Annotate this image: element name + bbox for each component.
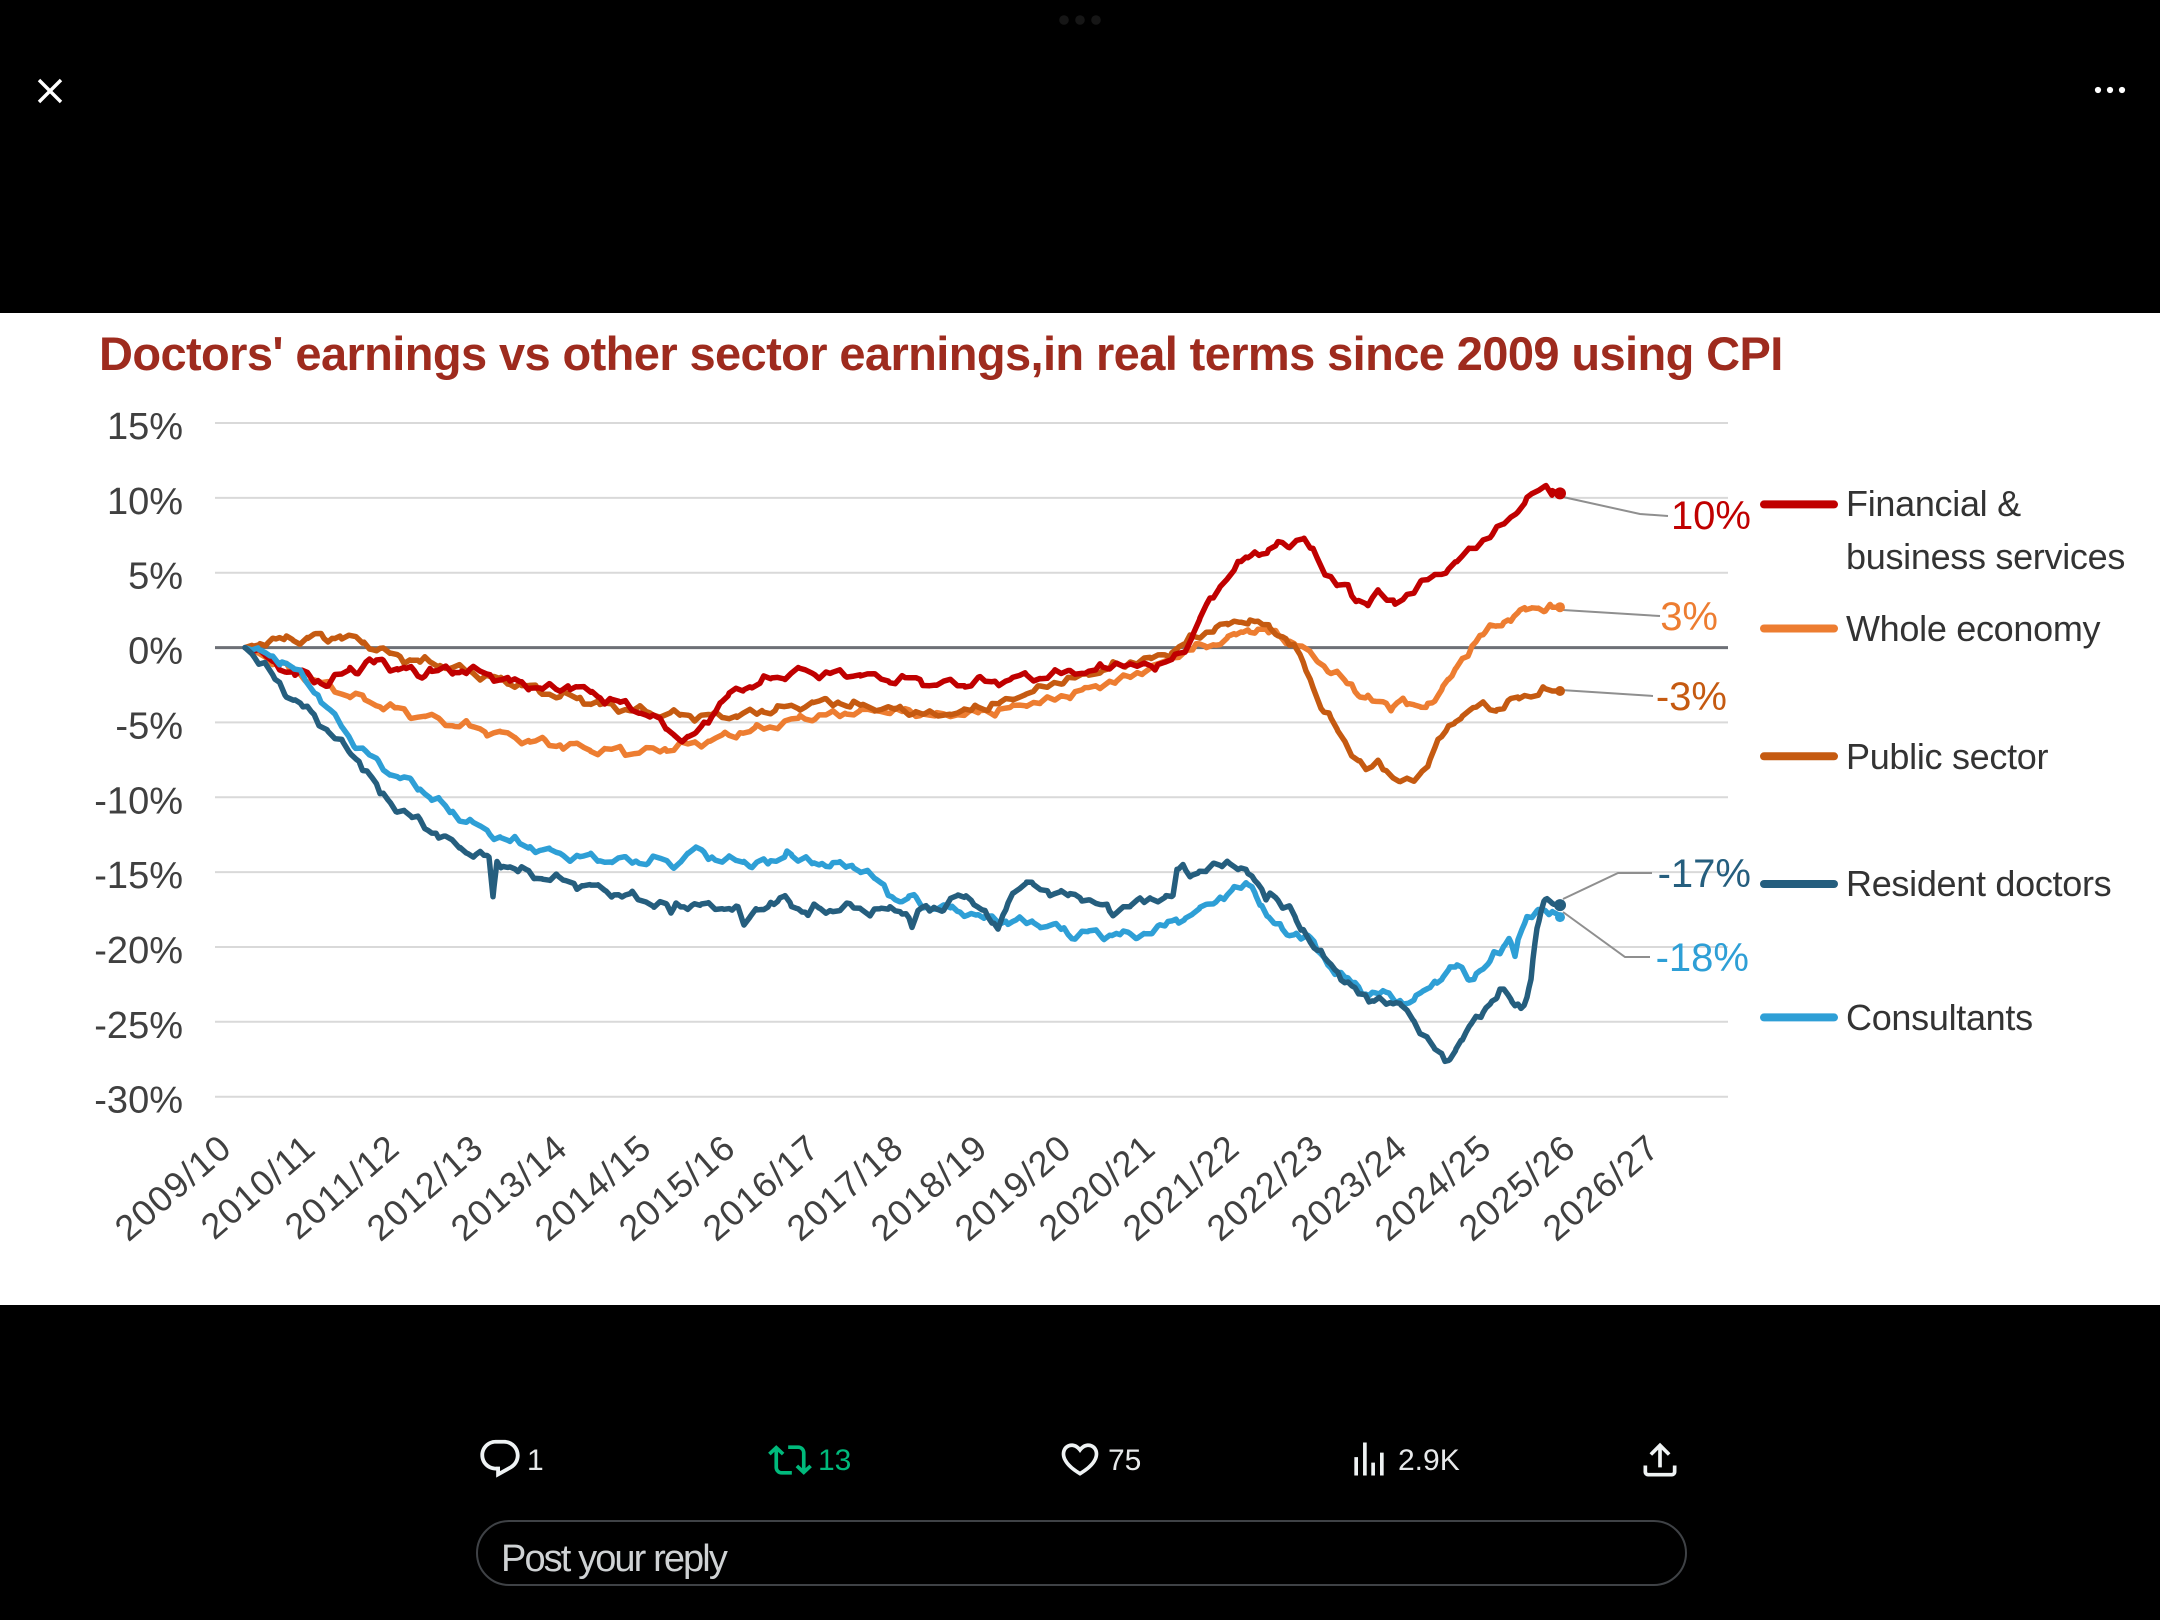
- svg-text:15%: 15%: [107, 406, 183, 448]
- svg-text:-30%: -30%: [94, 1080, 183, 1122]
- svg-text:-15%: -15%: [94, 855, 183, 897]
- svg-text:-5%: -5%: [115, 705, 183, 747]
- svg-text:business services: business services: [1846, 536, 2125, 577]
- svg-text:-25%: -25%: [94, 1005, 183, 1047]
- svg-text:Doctors' earnings vs other sec: Doctors' earnings vs other sector earnin…: [99, 327, 1783, 380]
- svg-text:-10%: -10%: [94, 780, 183, 822]
- svg-text:Consultants: Consultants: [1846, 997, 2033, 1038]
- svg-text:10%: 10%: [107, 481, 183, 523]
- svg-text:-3%: -3%: [1656, 675, 1727, 719]
- svg-text:-17%: -17%: [1658, 852, 1751, 896]
- svg-text:Public sector: Public sector: [1846, 736, 2048, 777]
- svg-text:Whole economy: Whole economy: [1846, 608, 2101, 649]
- svg-text:-18%: -18%: [1656, 936, 1749, 980]
- svg-text:Financial &: Financial &: [1846, 483, 2021, 524]
- svg-text:-20%: -20%: [94, 930, 183, 972]
- svg-text:Resident doctors: Resident doctors: [1846, 863, 2111, 904]
- svg-text:0%: 0%: [128, 631, 183, 673]
- svg-text:10%: 10%: [1671, 494, 1751, 538]
- svg-text:5%: 5%: [128, 556, 183, 598]
- svg-text:3%: 3%: [1660, 595, 1718, 639]
